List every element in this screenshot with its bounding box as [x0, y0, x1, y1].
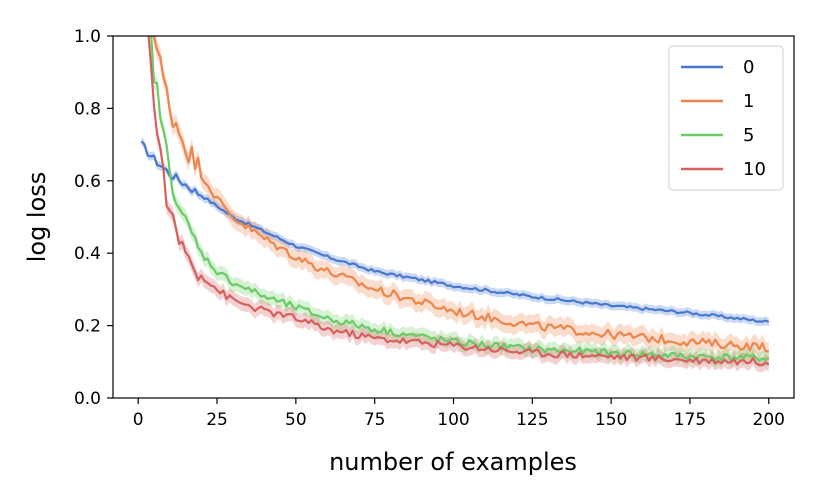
y-tick-label: 0.2	[74, 317, 101, 337]
x-tick-label: 75	[364, 410, 386, 430]
y-axis: 0.0 0.2 0.4 0.6 0.8 1.0	[74, 27, 113, 409]
series-lines	[140, 36, 770, 367]
legend-label-5: 5	[743, 125, 754, 146]
y-tick-label: 0.4	[74, 244, 101, 264]
x-tick-label: 125	[516, 410, 548, 430]
legend-label-1: 1	[743, 91, 754, 112]
legend-label-10: 10	[743, 159, 766, 180]
x-tick-label: 0	[133, 410, 144, 430]
y-tick-label: 0.8	[74, 99, 101, 119]
band-series-0	[141, 136, 769, 327]
x-tick-label: 100	[437, 410, 469, 430]
y-axis-title: log loss	[23, 172, 51, 263]
x-tick-label: 150	[595, 410, 627, 430]
x-axis: 0 25 50 75 100 125 150 175 200	[133, 398, 785, 430]
line-series-0	[140, 140, 770, 323]
x-tick-label: 200	[753, 410, 785, 430]
legend: 0 1 5 10	[668, 45, 784, 191]
line-series-5	[150, 36, 770, 362]
y-tick-label: 1.0	[74, 27, 101, 47]
x-tick-label: 25	[206, 410, 228, 430]
y-tick-label: 0.0	[74, 389, 101, 409]
x-axis-title: number of examples	[329, 448, 577, 476]
y-tick-label: 0.6	[74, 172, 101, 192]
legend-label-0: 0	[743, 57, 754, 78]
x-tick-label: 50	[285, 410, 307, 430]
x-tick-label: 175	[674, 410, 706, 430]
confidence-bands	[141, 36, 769, 373]
legend-box	[668, 45, 784, 191]
line-series-1	[152, 36, 769, 353]
line-series-10	[147, 36, 770, 367]
